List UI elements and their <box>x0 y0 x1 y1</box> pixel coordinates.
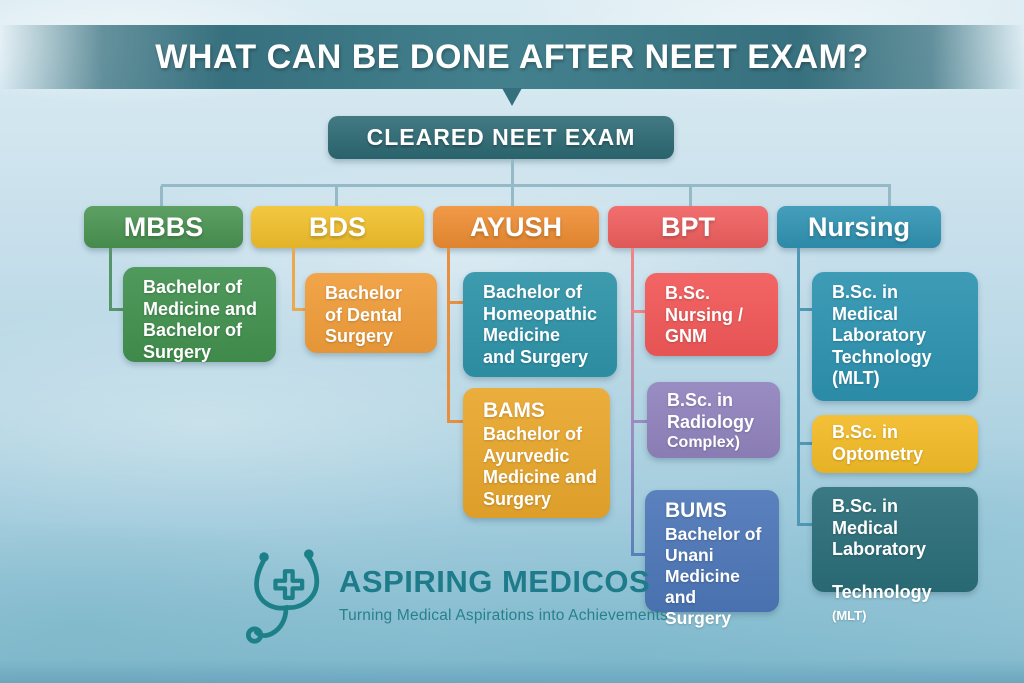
stethoscope-cross-icon <box>245 549 320 644</box>
connector-drop-mbbs <box>160 186 163 206</box>
brand-name: ASPIRING MEDICOS <box>339 564 651 599</box>
course-box-bams: BAMS Bachelor of Ayurvedic Medicine and … <box>463 388 610 518</box>
connector-nursing-elbow-2 <box>797 442 814 445</box>
course-text: B.Sc. in Optometry <box>832 422 924 464</box>
banner-pointer <box>502 88 522 106</box>
connector-bpt-spine <box>631 248 634 556</box>
course-suffix: (MLT) <box>832 607 867 623</box>
connector-drop-bds <box>335 186 338 206</box>
course-text: B.Sc. Nursing / GNM <box>665 283 744 347</box>
page-title: WHAT CAN BE DONE AFTER NEET EXAM? <box>155 38 869 76</box>
connector-mbbs-child-elbow <box>109 308 125 311</box>
title-banner: WHAT CAN BE DONE AFTER NEET EXAM? <box>0 25 1024 89</box>
course-text: Bachelor of Ayurvedic Medicine and Surge… <box>483 424 598 510</box>
course-heading: BAMS <box>483 399 545 422</box>
course-box-bds-full: Bachelor of Dental Surgery <box>305 273 437 353</box>
connector-nursing-spine <box>797 248 800 526</box>
course-text: Bachelor of Dental Surgery <box>325 283 403 347</box>
course-text: Bachelor of Medicine and Bachelor of Sur… <box>143 277 258 362</box>
course-text-small: Complex) <box>667 434 740 452</box>
course-text: B.Sc. in Radiology <box>667 390 755 432</box>
connector-nursing-elbow-3 <box>797 523 814 526</box>
connector-drop-bpt <box>689 186 692 206</box>
connector-bds-child-elbow <box>292 308 307 311</box>
connector-ayush-spine <box>447 248 450 423</box>
connector-mbbs-child <box>109 248 112 311</box>
category-bpt: BPT <box>608 206 768 248</box>
course-box-bsc-mlt-1: B.Sc. in Medical Laboratory Technology (… <box>812 272 978 401</box>
course-text: B.Sc. in Medical Laboratory Technology (… <box>832 282 932 389</box>
course-last-line: Technology <box>832 582 932 603</box>
course-heading: BUMS <box>665 499 727 522</box>
category-ayush: AYUSH <box>433 206 599 248</box>
category-mbbs: MBBS <box>84 206 243 248</box>
connector-drop-nursing <box>888 186 891 206</box>
connector-root-stem <box>511 159 514 185</box>
brand-text: ASPIRING MEDICOS Turning Medical Aspirat… <box>339 548 668 625</box>
connector-drop-ayush <box>511 186 514 206</box>
course-text: Bachelor of Homeopathic Medicine and Sur… <box>483 282 598 367</box>
course-box-bsc-nursing-gnm: B.Sc. Nursing / GNM <box>645 273 778 356</box>
root-node-cleared-neet-exam: CLEARED NEET EXAM <box>328 116 674 159</box>
course-box-bums: BUMS Bachelor of Unani Medicine and Surg… <box>645 490 779 628</box>
category-bds: BDS <box>251 206 424 248</box>
course-text: B.Sc. in Medical Laboratory <box>832 496 927 560</box>
connector-nursing-elbow-1 <box>797 308 814 311</box>
brand-logo: ASPIRING MEDICOS Turning Medical Aspirat… <box>245 548 668 644</box>
connector-bpt-elbow-3 <box>631 553 647 556</box>
course-box-bsc-optometry: B.Sc. in Optometry <box>812 415 978 473</box>
course-box-bsc-radiology: B.Sc. in Radiology Complex) <box>647 382 780 458</box>
brand-tagline: Turning Medical Aspirations into Achieve… <box>339 607 668 624</box>
course-text: Bachelor of Unani Medicine and Surgery <box>665 524 762 629</box>
category-nursing: Nursing <box>777 206 941 248</box>
course-box-bhms: Bachelor of Homeopathic Medicine and Sur… <box>463 272 617 377</box>
connector-bpt-elbow-1 <box>631 310 647 313</box>
connector-ayush-elbow-2 <box>447 420 465 423</box>
course-box-mbbs-full: Bachelor of Medicine and Bachelor of Sur… <box>123 267 276 362</box>
course-box-bsc-mlt-2: B.Sc. in Medical Laboratory Technology (… <box>812 487 978 623</box>
connector-bds-child <box>292 248 295 311</box>
connector-horizontal-rail <box>161 184 891 187</box>
course-text-last-line: Technology (MLT) <box>832 561 970 626</box>
connector-bpt-elbow-2 <box>631 420 649 423</box>
connector-ayush-elbow-1 <box>447 301 465 304</box>
